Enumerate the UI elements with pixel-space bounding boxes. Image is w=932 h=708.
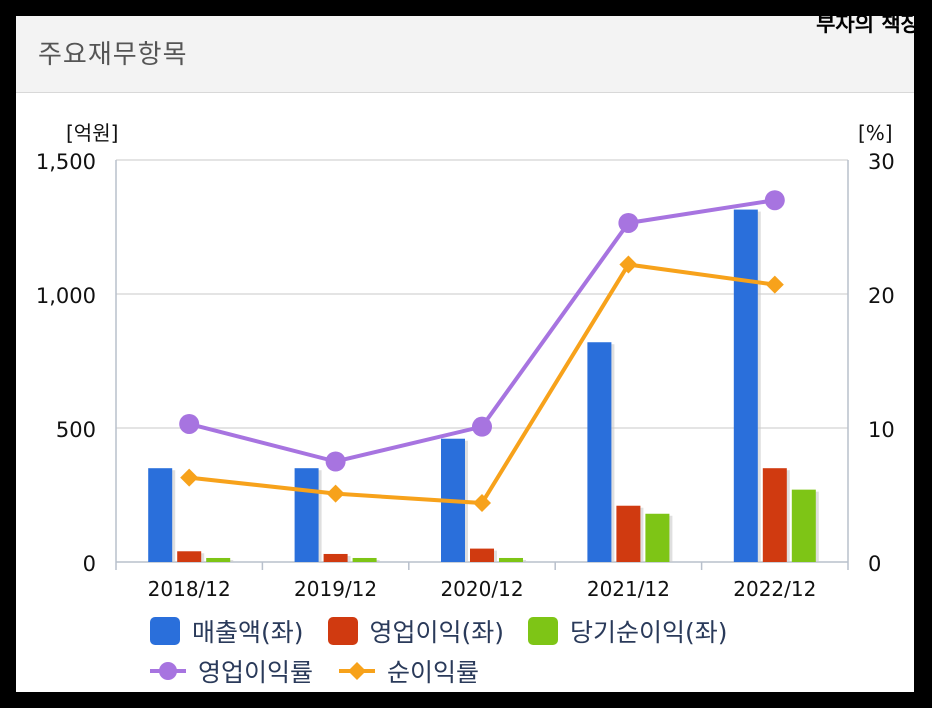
point-diamond (473, 494, 491, 513)
bar-1 (616, 505, 641, 562)
left-tick-label: 1,000 (36, 284, 96, 308)
point-diamond (619, 255, 638, 274)
legend-swatch-net-income (528, 617, 559, 645)
bar-0 (587, 342, 612, 562)
legend-label-operating-margin: 영업이익률 (198, 658, 314, 687)
legend-label-net-margin: 순이익률 (387, 658, 480, 687)
point-diamond (180, 468, 199, 487)
panel-title: 주요재무항목 (38, 40, 188, 70)
legend-marker-net-margin (339, 662, 376, 680)
point-circle (325, 451, 346, 472)
x-category-label: 2018/12 (148, 577, 231, 601)
bar-1 (177, 551, 202, 562)
line-1 (188, 262, 776, 506)
left-tick-label: 1,500 (36, 150, 96, 174)
left-axis-unit: [억원] (66, 121, 118, 145)
point-diamond (765, 275, 784, 294)
bar-1 (323, 553, 348, 562)
legend-swatch-revenue (150, 617, 180, 645)
point-circle (764, 190, 785, 211)
point-diamond (326, 484, 345, 503)
bar-1 (762, 468, 787, 562)
legend-lines: 영업이익률 순이익률 (148, 653, 503, 689)
legend-swatch-operating-profit (327, 617, 358, 645)
right-tick-label: 0 (868, 552, 881, 576)
legend-marker-operating-margin (150, 662, 186, 680)
legend-item-net-income: 당기순이익(좌) (528, 613, 728, 649)
legend-item-revenue: 매출액(좌) (150, 613, 304, 649)
point-circle (618, 212, 639, 233)
bar-1 (470, 548, 494, 562)
chart-panel: 주요재무항목 0 500 1,000 1,500 0 10 20 30 [억원] [%] 2018/… (16, 16, 914, 692)
right-tick-label: 10 (868, 418, 895, 442)
bar-2 (645, 513, 670, 562)
point-circle (179, 413, 200, 434)
bar-2 (352, 557, 377, 562)
bar-2 (791, 489, 816, 562)
legend-item-operating-margin: 영업이익률 (148, 653, 313, 689)
panel-header: 주요재무항목 (16, 16, 914, 93)
legend-label-revenue: 매출액(좌) (192, 618, 304, 647)
bar-0 (148, 468, 173, 562)
legend-label-operating-profit: 영업이익(좌) (369, 618, 505, 647)
right-tick-label: 30 (868, 150, 895, 174)
legend-item-net-margin: 순이익률 (337, 653, 479, 689)
right-tick-label: 20 (868, 284, 895, 308)
left-tick-label: 0 (83, 552, 96, 576)
x-category-label: 2020/12 (440, 577, 523, 601)
right-axis-unit: [%] (858, 121, 893, 145)
financial-chart: 0 500 1,000 1,500 0 10 20 30 [억원] [%] 2018/12 2019/… (36, 121, 895, 601)
bar-2 (206, 557, 231, 562)
bar-0 (733, 209, 758, 562)
left-tick-label: 500 (56, 418, 96, 442)
x-category-label: 2019/12 (294, 577, 377, 601)
x-category-label: 2022/12 (733, 577, 816, 601)
watermark-text: 부자의 책장 (816, 12, 920, 36)
legend-item-operating-profit: 영업이익(좌) (327, 613, 505, 649)
x-category-label: 2021/12 (587, 577, 670, 601)
legend-bars: 매출액(좌) 영업이익(좌) 당기순이익(좌) (150, 613, 752, 649)
point-circle (472, 416, 492, 437)
legend-label-net-income: 당기순이익(좌) (570, 618, 728, 647)
bar-2 (499, 557, 523, 562)
bar-0 (294, 468, 319, 562)
